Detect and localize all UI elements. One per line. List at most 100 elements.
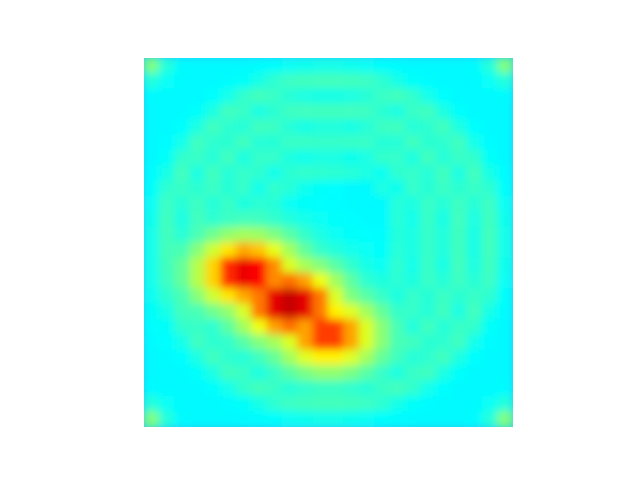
- heatmap-cell: [205, 257, 222, 274]
- heatmap-cell: [358, 272, 376, 290]
- heatmap-cell: [481, 103, 499, 121]
- heatmap-cell: [174, 349, 191, 367]
- heatmap-cell: [420, 226, 437, 244]
- heatmap-cell: [404, 303, 422, 320]
- heatmap-cell: [466, 365, 483, 382]
- heatmap-cell: [404, 242, 422, 259]
- heatmap-cell: [451, 272, 468, 290]
- heatmap-cell: [328, 349, 345, 367]
- heatmap-cell: [205, 380, 222, 397]
- heatmap-cell: [220, 58, 237, 74]
- heatmap-cell: [420, 103, 437, 121]
- heatmap-cell: [235, 72, 253, 90]
- heatmap-cell: [251, 211, 268, 228]
- heatmap-cell: [251, 380, 268, 397]
- heatmap-cell: [144, 242, 160, 259]
- heatmap-cell: [174, 88, 191, 105]
- heatmap-cell: [251, 72, 268, 90]
- heatmap-cell: [220, 134, 237, 151]
- heatmap-cell: [451, 349, 468, 367]
- heatmap-cell: [481, 303, 499, 320]
- heatmap-cell: [312, 211, 330, 228]
- heatmap-cell: [266, 395, 283, 413]
- heatmap-cell: [144, 72, 160, 90]
- heatmap-cell: [251, 180, 268, 197]
- heatmap-cell: [497, 226, 513, 244]
- heatmap-cell: [404, 72, 422, 90]
- heatmap-cell: [328, 365, 345, 382]
- heatmap-cell: [481, 288, 499, 305]
- heatmap-cell: [266, 303, 283, 320]
- heatmap-cell: [158, 288, 176, 305]
- heatmap-cell: [358, 242, 376, 259]
- heatmap-cell: [251, 165, 268, 182]
- heatmap-cell: [451, 149, 468, 167]
- heatmap-cell: [404, 257, 422, 274]
- heatmap-cell: [251, 365, 268, 382]
- heatmap-cell: [481, 211, 499, 228]
- heatmap-cell: [420, 195, 437, 213]
- heatmap-cell: [174, 303, 191, 320]
- heatmap-cell: [466, 103, 483, 121]
- heatmap-cell: [497, 349, 513, 367]
- heatmap-cell: [235, 257, 253, 274]
- heatmap-cell: [235, 380, 253, 397]
- heatmap-cell: [328, 395, 345, 413]
- heatmap-cell: [174, 195, 191, 213]
- heatmap-cell: [328, 257, 345, 274]
- heatmap-cell: [451, 257, 468, 274]
- heatmap-cell: [205, 365, 222, 382]
- heatmap-cell: [205, 242, 222, 259]
- heatmap-cell: [189, 58, 207, 74]
- heatmap-cell: [466, 242, 483, 259]
- heatmap-cell: [404, 103, 422, 121]
- heatmap-cell: [266, 211, 283, 228]
- heatmap-cell: [297, 303, 314, 320]
- heatmap-cell: [404, 318, 422, 336]
- heatmap-cell: [266, 103, 283, 121]
- heatmap-cell: [220, 88, 237, 105]
- heatmap-cell: [144, 134, 160, 151]
- heatmap-cell: [205, 349, 222, 367]
- heatmap-cell: [497, 365, 513, 382]
- heatmap-cell: [343, 72, 360, 90]
- heatmap-cell: [435, 318, 453, 336]
- heatmap-cell: [220, 149, 237, 167]
- heatmap-cell: [497, 58, 513, 74]
- heatmap-cell: [266, 411, 283, 427]
- heatmap-cell: [312, 88, 330, 105]
- heatmap-cell: [220, 303, 237, 320]
- heatmap-cell: [281, 134, 299, 151]
- heatmap-cell: [435, 72, 453, 90]
- heatmap-cell: [189, 303, 207, 320]
- heatmap-cell: [251, 149, 268, 167]
- heatmap-cell: [435, 395, 453, 413]
- heatmap-cell: [420, 58, 437, 74]
- heatmap-cell: [451, 365, 468, 382]
- heatmap-cell: [420, 165, 437, 182]
- heatmap-cell: [497, 288, 513, 305]
- heatmap-cell: [205, 226, 222, 244]
- heatmap-cell: [497, 103, 513, 121]
- heatmap-cell: [174, 257, 191, 274]
- heatmap-cell: [174, 288, 191, 305]
- heatmap-cell: [158, 211, 176, 228]
- heatmap-cell: [158, 349, 176, 367]
- heatmap-cell: [251, 103, 268, 121]
- heatmap-cell: [266, 88, 283, 105]
- heatmap-cell: [251, 134, 268, 151]
- heatmap-cell: [281, 257, 299, 274]
- heatmap-cell: [144, 149, 160, 167]
- heatmap-cell: [343, 180, 360, 197]
- heatmap-cell: [358, 365, 376, 382]
- heatmap-cell: [328, 226, 345, 244]
- heatmap-cell: [389, 165, 406, 182]
- heatmap-cell: [466, 303, 483, 320]
- heatmap-cell: [205, 395, 222, 413]
- heatmap-cell: [205, 303, 222, 320]
- heatmap-cell: [497, 119, 513, 136]
- heatmap-cell: [497, 303, 513, 320]
- heatmap-cell: [435, 195, 453, 213]
- heatmap-cell: [435, 334, 453, 351]
- heatmap-cell: [374, 119, 391, 136]
